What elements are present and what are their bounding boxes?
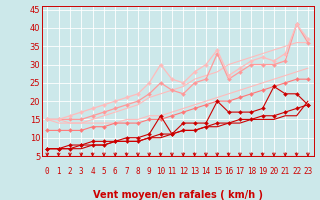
X-axis label: Vent moyen/en rafales ( km/h ): Vent moyen/en rafales ( km/h ) xyxy=(92,190,263,200)
